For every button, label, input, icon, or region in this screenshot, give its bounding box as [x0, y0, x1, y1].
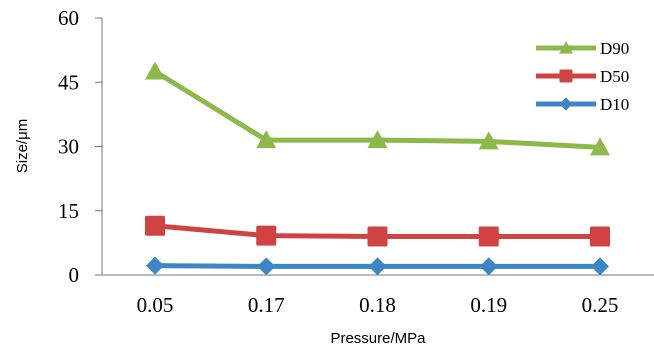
x-tick-label: 0.17 [248, 293, 285, 317]
x-tick-label: 0.05 [137, 293, 174, 317]
data-point-d10 [591, 257, 609, 276]
data-point-d10 [368, 257, 387, 276]
legend-label-d10: D10 [600, 95, 629, 114]
series-d10 [146, 256, 609, 276]
data-point-d50 [256, 225, 277, 246]
y-tick-label: 15 [58, 199, 79, 223]
x-axis-title: Pressure/MPa [330, 330, 426, 347]
legend: D90 D50 D10 [536, 39, 629, 114]
y-tick-label: 30 [58, 135, 79, 159]
y-tick-label: 60 [58, 6, 79, 30]
x-tick-label: 0.18 [359, 293, 396, 317]
legend-entry-d90: D90 [536, 39, 629, 58]
series-d50 [145, 215, 610, 247]
legend-label-d50: D50 [600, 67, 629, 86]
legend-entry-d50: D50 [536, 67, 629, 86]
data-point-d50 [367, 226, 388, 247]
y-tick-label: 0 [69, 263, 80, 287]
data-point-d90 [367, 130, 388, 149]
data-point-d10 [257, 257, 276, 276]
data-point-d50 [145, 215, 165, 236]
data-point-d90 [478, 131, 499, 150]
y-axis-title: Size/μm [14, 119, 31, 174]
data-point-d10 [479, 257, 498, 276]
y-tick-label: 45 [58, 70, 79, 94]
data-point-d10 [146, 256, 164, 275]
legend-marker-d90 [559, 41, 573, 54]
x-tick-label: 0.19 [470, 293, 507, 317]
y-axis-ticks: 0 15 30 45 60 [58, 6, 102, 287]
x-tick-label: 0.25 [582, 293, 619, 317]
series-layer [145, 61, 610, 276]
data-point-d50 [590, 226, 610, 247]
data-point-d90 [145, 61, 165, 80]
data-point-d90 [256, 130, 277, 149]
legend-marker-d10 [559, 97, 573, 111]
legend-entry-d10: D10 [536, 95, 629, 114]
series-d90 [145, 61, 610, 156]
x-axis-ticks: 0.05 0.17 0.18 0.19 0.25 [137, 293, 619, 317]
legend-label-d90: D90 [600, 39, 629, 58]
data-point-d90 [590, 137, 610, 156]
data-point-d50 [478, 226, 499, 247]
legend-marker-d50 [559, 69, 573, 83]
